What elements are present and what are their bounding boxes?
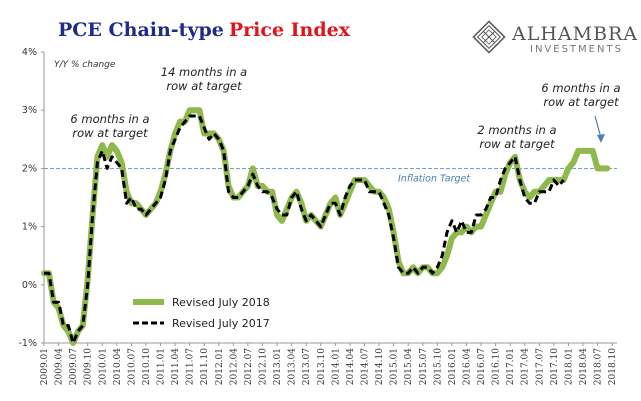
- annotation-line: 6 months in a: [541, 81, 620, 95]
- x-tick-label: 2017.07: [535, 348, 545, 385]
- x-tick-label: 2011.10: [200, 348, 210, 385]
- annotation-line: row at target: [72, 126, 148, 140]
- y-tick-label: 2%: [22, 163, 37, 174]
- x-tick-label: 2013.10: [317, 348, 327, 385]
- alhambra-logo-icon: [472, 20, 506, 54]
- inflation-target-label: Inflation Target: [398, 173, 471, 184]
- annotation-line: 2 months in a: [477, 123, 556, 137]
- x-tick-label: 2009.10: [84, 348, 94, 385]
- annotation-text: 6 months in a row at target: [70, 112, 149, 140]
- x-tick-label: 2014.01: [331, 348, 341, 385]
- x-tick-label: 2015.10: [433, 348, 443, 385]
- x-tick-label: 2017.10: [550, 348, 560, 385]
- x-tick-label: 2011.04: [171, 348, 181, 385]
- y-axis-note: Y/Y % change: [54, 60, 116, 70]
- x-tick-label: 2009.04: [55, 348, 65, 385]
- x-tick-label: 2009.07: [69, 348, 79, 385]
- x-tick-label: 2011.01: [157, 348, 167, 385]
- x-tick-label: 2018.04: [579, 348, 589, 385]
- x-tick-label: 2009.01: [40, 348, 50, 385]
- x-tick-label: 2013.04: [288, 348, 298, 385]
- x-tick-label: 2018.07: [594, 348, 604, 385]
- x-tick-label: 2014.07: [360, 348, 370, 385]
- x-tick-label: 2014.10: [375, 348, 385, 385]
- x-tick-label: 2010.04: [113, 348, 123, 385]
- x-tick-label: 2012.10: [259, 348, 269, 385]
- x-tick-label: 2012.04: [229, 348, 239, 385]
- y-tick-label: 1%: [22, 222, 37, 233]
- annotation-arrowhead-icon: [597, 134, 605, 143]
- x-tick-label: 2011.07: [186, 348, 196, 385]
- logo-name: ALHAMBRA: [512, 23, 639, 45]
- x-tick-label: 2015.07: [419, 348, 429, 385]
- x-tick-label: 2015.01: [390, 348, 400, 385]
- x-tick-label: 2012.07: [244, 348, 254, 385]
- y-tick-label: 4%: [22, 47, 37, 58]
- x-tick-label: 2010.01: [98, 348, 108, 385]
- page-title: PCE Chain-type Price Index: [58, 19, 350, 41]
- y-tick-label: 0%: [22, 280, 37, 291]
- title-part-1: PCE Chain-type: [58, 19, 224, 41]
- x-tick-label: 2016.01: [448, 348, 458, 385]
- x-tick-label: 2010.10: [142, 348, 152, 385]
- x-tick-label: 2018.01: [564, 348, 574, 385]
- legend-label-revised-2017: Revised July 2017: [172, 317, 270, 330]
- annotation-arrow-line: [594, 115, 602, 139]
- legend-label-revised-2018: Revised July 2018: [172, 296, 270, 309]
- x-tick-label: 2016.07: [477, 348, 487, 385]
- x-tick-label: 2016.10: [492, 348, 502, 385]
- y-tick-label: -1%: [19, 338, 38, 349]
- x-tick-label: 2016.04: [462, 348, 472, 385]
- annotation-line: row at target: [479, 137, 555, 151]
- x-tick-label: 2013.01: [273, 348, 283, 385]
- series-line-revised-2017: [44, 114, 565, 345]
- x-tick-label: 2010.07: [127, 348, 137, 385]
- annotation-line: row at target: [543, 95, 619, 109]
- x-tick-label: 2017.04: [521, 348, 531, 385]
- x-tick-label: 2018.10: [608, 348, 618, 385]
- annotation-line: 14 months in a: [161, 65, 247, 79]
- x-tick-label: 2013.07: [302, 348, 312, 385]
- x-tick-label: 2015.04: [404, 348, 414, 385]
- annotation-line: row at target: [166, 79, 242, 93]
- annotation-line: 6 months in a: [70, 112, 149, 126]
- x-tick-label: 2014.04: [346, 348, 356, 385]
- x-tick-label: 2012.01: [215, 348, 225, 385]
- series-line-revised-2018: [41, 107, 611, 346]
- annotation-text: 6 months in a row at target: [541, 81, 620, 109]
- annotation-text: 2 months in a row at target: [477, 123, 556, 151]
- annotation-text: 14 months in a row at target: [161, 65, 247, 93]
- title-part-2: Price Index: [228, 19, 351, 41]
- y-tick-label: 3%: [22, 105, 37, 116]
- logo-subtitle: INVESTMENTS: [530, 44, 623, 55]
- x-tick-label: 2017.01: [506, 348, 516, 385]
